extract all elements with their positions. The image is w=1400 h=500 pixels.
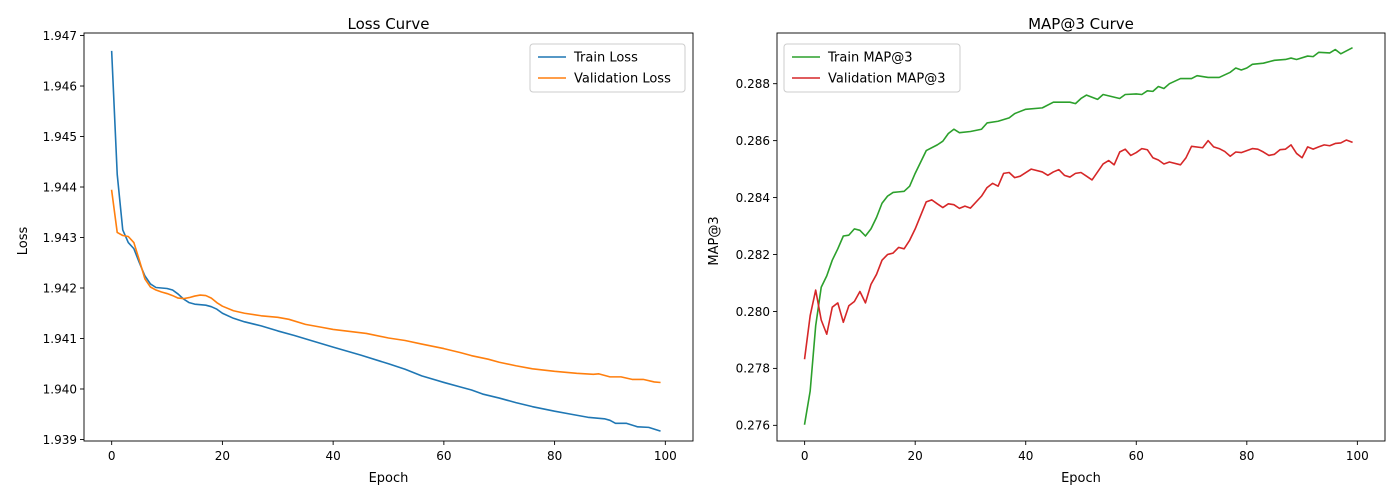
loss-x-axis-label: Epoch (369, 471, 409, 486)
map3-legend-label-0: Train MAP@3 (827, 51, 913, 66)
loss-chart-title: Loss Curve (348, 15, 430, 33)
loss-x-tick-label: 60 (436, 449, 451, 463)
loss-legend-label-1: Validation Loss (574, 72, 671, 87)
loss-legend: Train Loss Validation Loss (529, 43, 686, 93)
loss-series-line-1 (110, 189, 661, 384)
map3-y-tick-label: 0.280 (736, 305, 770, 319)
map3-y-tick-label: 0.282 (736, 248, 770, 262)
loss-y-tick-label: 1.945 (43, 130, 77, 144)
map3-y-tick-label: 0.278 (736, 362, 770, 376)
loss-x-tick-label: 0 (108, 449, 116, 463)
loss-axes-frame (83, 32, 694, 442)
loss-y-tick-label: 1.941 (43, 332, 77, 346)
loss-y-tick-label: 1.943 (43, 231, 77, 245)
loss-x-tick-label: 40 (325, 449, 340, 463)
map3-x-axis-label: Epoch (1061, 471, 1101, 486)
map3-x-tick-label: 80 (1239, 449, 1254, 463)
map3-y-tick-label: 0.276 (736, 419, 770, 433)
map3-legend: Train MAP@3 Validation MAP@3 (783, 43, 961, 93)
map3-x-tick-label: 100 (1346, 449, 1369, 463)
map3-y-axis-label: MAP@3 (707, 216, 722, 265)
loss-x-tick-label: 80 (547, 449, 562, 463)
map3-axes-frame (776, 32, 1386, 442)
loss-legend-box (529, 43, 686, 93)
loss-y-tick-label: 1.947 (43, 29, 77, 43)
loss-x-tick-label: 20 (215, 449, 230, 463)
map3-legend-box (783, 43, 961, 93)
loss-y-tick-label: 1.946 (43, 79, 77, 93)
loss-y-axis-label: Loss (16, 227, 31, 256)
map3-chart-title: MAP@3 Curve (1028, 15, 1134, 33)
map3-curve-panel: MAP@3 Curve Epoch MAP@3 0 20 40 60 80 100 0.27… (707, 15, 1386, 486)
loss-legend-label-0: Train Loss (573, 51, 638, 66)
map3-series-line-0 (803, 47, 1353, 425)
map3-legend-label-1: Validation MAP@3 (828, 72, 946, 87)
map3-y-tick-label: 0.286 (736, 134, 770, 148)
loss-y-tick-label: 1.944 (43, 180, 77, 194)
loss-y-tick-label: 1.942 (43, 281, 77, 295)
map3-series-line-1 (803, 139, 1353, 360)
map3-x-tick-label: 60 (1129, 449, 1144, 463)
loss-x-tick-label: 100 (654, 449, 677, 463)
map3-x-tick-label: 20 (908, 449, 923, 463)
loss-curve-panel: Loss Curve Epoch Loss 0 20 40 60 80 100 1.939 1… (16, 15, 694, 486)
map3-y-tick-label: 0.284 (736, 191, 770, 205)
loss-y-tick-label: 1.940 (43, 382, 77, 396)
loss-series-line-0 (110, 50, 661, 432)
loss-y-tick-label: 1.939 (43, 433, 77, 447)
map3-y-tick-label: 0.288 (736, 77, 770, 91)
map3-x-tick-label: 0 (801, 449, 809, 463)
map3-x-tick-label: 40 (1018, 449, 1033, 463)
